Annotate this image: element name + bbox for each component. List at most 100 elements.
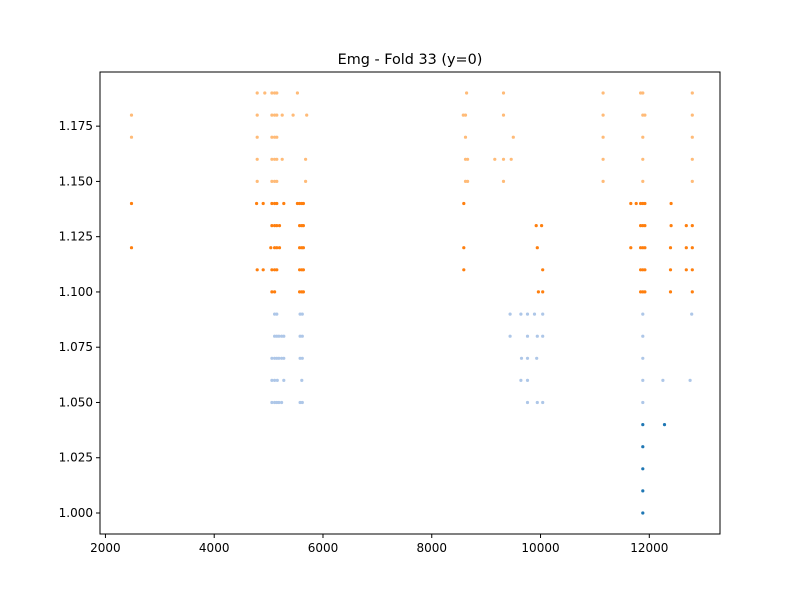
- data-point: [525, 312, 530, 316]
- data-point: [690, 290, 694, 294]
- data-point: [690, 246, 694, 250]
- data-point: [301, 224, 305, 228]
- data-point: [273, 201, 277, 206]
- data-point: [273, 356, 277, 360]
- data-point: [277, 400, 281, 405]
- data-point: [668, 268, 673, 272]
- data-point: [270, 400, 274, 405]
- data-point: [282, 378, 286, 382]
- data-point: [298, 201, 302, 206]
- x-tick-label: 6000: [308, 541, 339, 555]
- data-point: [639, 224, 643, 228]
- data-point: [298, 224, 302, 228]
- data-point: [298, 356, 302, 360]
- data-point: [270, 157, 274, 161]
- data-point: [525, 378, 530, 382]
- data-point: [273, 135, 277, 139]
- data-point: [298, 246, 302, 250]
- data-point: [601, 157, 605, 161]
- data-point: [301, 268, 305, 272]
- data-point: [536, 290, 541, 294]
- data-point: [255, 113, 259, 117]
- data-point: [270, 378, 274, 382]
- data-point: [255, 268, 259, 272]
- data-point: [684, 246, 688, 250]
- y-tick-label: 1.100: [59, 285, 93, 299]
- data-point: [280, 113, 284, 117]
- data-point: [129, 246, 134, 250]
- data-point: [270, 91, 274, 95]
- data-point: [601, 113, 605, 117]
- data-point: [298, 400, 302, 405]
- y-tick-label: 1.150: [59, 174, 93, 188]
- data-point: [643, 201, 647, 206]
- data-point: [508, 312, 512, 316]
- data-point: [643, 268, 647, 272]
- data-point: [301, 246, 305, 250]
- data-point: [275, 312, 279, 316]
- data-point: [273, 268, 277, 272]
- chart-title: Emg - Fold 33 (y=0): [338, 52, 483, 68]
- data-point: [508, 334, 512, 338]
- data-point: [643, 224, 647, 228]
- data-point: [304, 157, 308, 161]
- x-axis: 2000 4000 6000 8000 10000 12000: [90, 534, 668, 555]
- data-point: [282, 334, 286, 338]
- data-point: [534, 224, 538, 228]
- data-point: [275, 135, 279, 139]
- data-point: [525, 400, 530, 405]
- data-point: [280, 356, 284, 360]
- data-point: [668, 246, 673, 250]
- data-point: [462, 201, 466, 206]
- data-point: [465, 91, 469, 95]
- data-point: [501, 179, 506, 183]
- data-point: [690, 268, 694, 272]
- data-point: [690, 113, 694, 117]
- data-point: [269, 246, 273, 250]
- data-point: [661, 378, 665, 382]
- data-point: [501, 113, 506, 117]
- data-point: [462, 268, 466, 272]
- data-point: [273, 224, 277, 228]
- data-point: [273, 157, 277, 161]
- data-point: [255, 179, 259, 183]
- data-point: [662, 423, 667, 427]
- data-point: [270, 135, 274, 139]
- data-point: [298, 290, 302, 294]
- data-point: [541, 268, 545, 272]
- data-point: [461, 113, 465, 117]
- data-point: [690, 91, 694, 95]
- x-tick-label: 4000: [199, 541, 230, 555]
- x-tick-label: 2000: [90, 541, 121, 555]
- data-point: [463, 113, 468, 117]
- data-point: [273, 378, 277, 382]
- data-point: [641, 91, 645, 95]
- data-point: [275, 157, 279, 161]
- data-point: [298, 334, 302, 338]
- data-point: [641, 334, 645, 338]
- data-point: [641, 356, 645, 360]
- data-point: [273, 400, 277, 405]
- data-point: [684, 268, 688, 272]
- data-point: [535, 246, 539, 250]
- data-point: [300, 312, 304, 316]
- data-point: [643, 246, 647, 250]
- data-point: [298, 312, 302, 316]
- data-point: [541, 334, 545, 338]
- data-point: [535, 356, 539, 360]
- data-point: [641, 157, 645, 161]
- data-point: [277, 334, 281, 338]
- data-point: [629, 246, 633, 250]
- data-point: [273, 179, 277, 183]
- data-point: [298, 268, 302, 272]
- data-point: [273, 290, 277, 294]
- data-point: [541, 400, 545, 405]
- data-point: [643, 113, 647, 117]
- data-point: [277, 356, 281, 360]
- y-tick-label: 1.125: [59, 230, 93, 244]
- data-point: [690, 135, 694, 139]
- data-point: [263, 91, 267, 95]
- data-point: [641, 179, 645, 183]
- data-point: [273, 334, 277, 338]
